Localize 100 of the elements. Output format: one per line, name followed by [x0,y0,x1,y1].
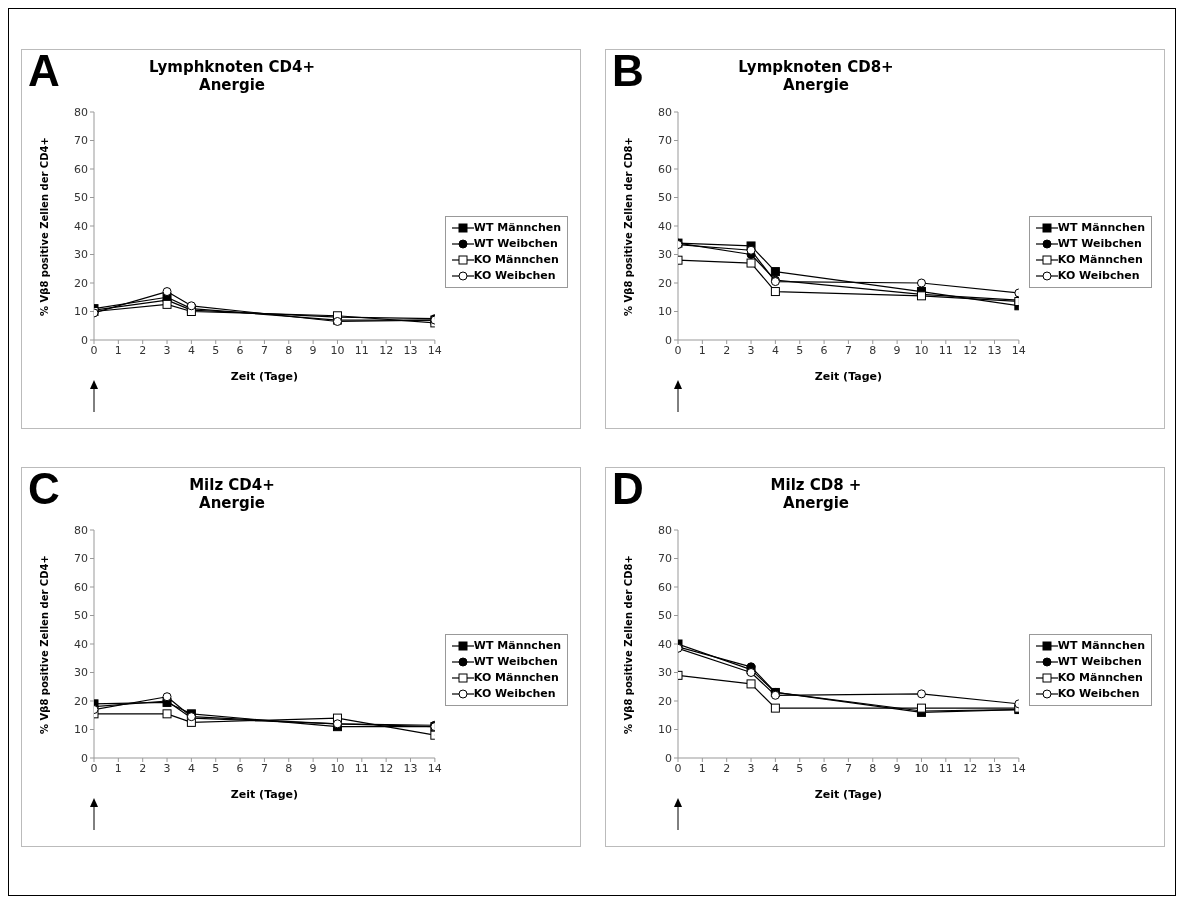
x-tick-label: 7 [260,343,268,357]
legend-label: KO Weibchen [1057,687,1140,700]
x-tick-label: 9 [893,343,901,357]
x-tick-label: 8 [285,343,293,357]
legend-label: KO Männchen [1057,671,1143,684]
x-tick-label: 8 [869,343,877,357]
x-tick-label: 3 [747,343,755,357]
legend-label: KO Männchen [473,253,559,266]
x-axis-title: Zeit (Tage) [814,370,883,383]
x-tick-label: 5 [212,343,220,357]
y-tick-label: 70 [658,134,672,148]
x-tick-label: 4 [771,343,779,357]
legend-label: WT Männchen [473,639,561,652]
y-tick-label: 70 [74,552,88,566]
x-tick-label: 11 [938,761,953,775]
x-tick-label: 10 [914,761,929,775]
text: D [612,464,644,514]
x-tick-label: 10 [330,343,345,357]
y-tick-label: 50 [658,609,672,623]
x-tick-label: 9 [309,343,317,357]
x-tick-label: 9 [893,761,901,775]
x-tick-label: 5 [212,761,220,775]
x-tick-label: 6 [236,761,244,775]
legend-label: WT Männchen [1057,639,1145,652]
x-tick-label: 0 [674,343,682,357]
x-tick-label: 11 [354,343,369,357]
y-tick-label: 10 [658,723,672,737]
text: B [612,46,644,96]
x-tick-label: 13 [403,761,418,775]
x-tick-label: 2 [139,343,147,357]
x-tick-label: 7 [844,761,852,775]
y-tick-label: 50 [74,609,88,623]
x-tick-label: 5 [796,343,804,357]
x-axis-title: Zeit (Tage) [814,788,883,801]
legend-label: WT Weibchen [473,237,558,250]
y-axis-title: % Vβ8 positive Zellen der CD4+ [38,137,50,316]
y-tick-label: 10 [74,723,88,737]
x-tick-label: 11 [354,761,369,775]
x-tick-label: 13 [987,343,1002,357]
legend-label: WT Weibchen [473,655,558,668]
y-axis-title: % Vβ8 positive Zellen der CD8+ [622,555,634,734]
x-tick-label: 1 [698,761,706,775]
y-tick-label: 80 [74,105,88,119]
y-tick-label: 10 [74,305,88,319]
y-tick-label: 60 [658,580,672,594]
y-tick-label: 20 [74,276,88,290]
x-tick-label: 8 [285,761,293,775]
y-tick-label: 0 [81,333,88,347]
x-tick-label: 8 [869,761,877,775]
y-tick-label: 20 [74,694,88,708]
x-tick-label: 0 [90,343,98,357]
y-tick-label: 50 [74,191,88,205]
y-tick-label: 40 [74,637,88,651]
x-tick-label: 12 [963,761,978,775]
y-tick-label: 30 [74,666,88,680]
legend-label: WT Männchen [473,221,561,234]
x-tick-label: 2 [723,343,731,357]
legend-label: KO Männchen [473,671,559,684]
x-tick-label: 7 [260,761,268,775]
y-tick-label: 30 [74,248,88,262]
y-axis-title: % Vβ8 positive Zellen der CD4+ [38,555,50,734]
chart-title: Lymphknoten CD4+ Anergie [147,58,316,94]
x-tick-label: 0 [674,761,682,775]
y-tick-label: 10 [658,305,672,319]
x-tick-label: 10 [914,343,929,357]
text: A [28,46,60,96]
chart-title: Lympknoten CD8+ Anergie [737,58,895,94]
y-tick-label: 40 [658,637,672,651]
legend-label: KO Weibchen [1057,269,1140,282]
x-tick-label: 3 [747,761,755,775]
y-tick-label: 80 [658,105,672,119]
legend-label: KO Männchen [1057,253,1143,266]
legend-label: KO Weibchen [473,269,556,282]
chart-title: Milz CD8 + Anergie [769,476,863,512]
x-tick-label: 5 [796,761,804,775]
x-tick-label: 4 [187,761,195,775]
legend-label: WT Weibchen [1057,655,1142,668]
x-tick-label: 12 [379,343,394,357]
x-tick-label: 12 [379,761,394,775]
y-tick-label: 70 [74,134,88,148]
y-tick-label: 50 [658,191,672,205]
x-tick-label: 13 [403,343,418,357]
x-tick-label: 14 [1011,343,1026,357]
x-tick-label: 13 [987,761,1002,775]
x-tick-label: 14 [427,343,442,357]
legend-label: WT Männchen [1057,221,1145,234]
y-tick-label: 20 [658,694,672,708]
y-tick-label: 20 [658,276,672,290]
y-tick-label: 80 [658,523,672,537]
y-tick-label: 60 [74,580,88,594]
x-tick-label: 6 [236,343,244,357]
x-tick-label: 4 [771,761,779,775]
x-tick-label: 2 [139,761,147,775]
x-tick-label: 12 [963,343,978,357]
x-axis-title: Zeit (Tage) [230,788,299,801]
y-tick-label: 70 [658,552,672,566]
x-axis-title: Zeit (Tage) [230,370,299,383]
y-tick-label: 60 [658,162,672,176]
x-tick-label: 9 [309,761,317,775]
x-tick-label: 14 [1011,761,1026,775]
